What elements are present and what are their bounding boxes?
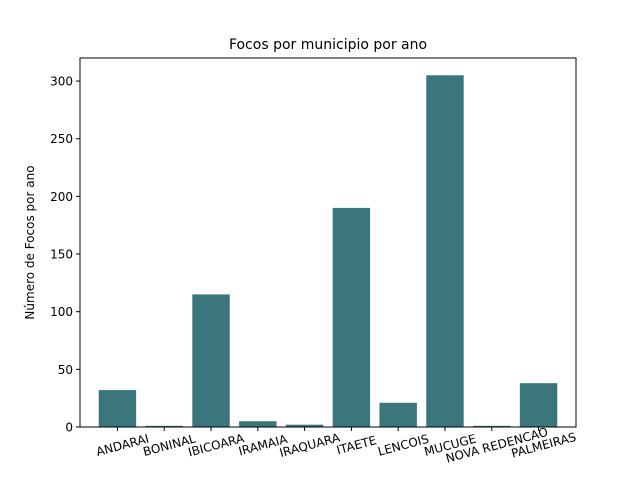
y-tick-label: 0 [65, 421, 73, 435]
bar-boninal [145, 425, 183, 427]
bar-andarai [98, 390, 137, 427]
bar-palmeiras [519, 383, 558, 427]
y-tick-label: 50 [58, 363, 73, 377]
y-tick-label: 250 [50, 132, 73, 146]
y-axis-title: Número de Focos por ano [23, 165, 37, 319]
bars-layer [98, 75, 558, 427]
bar-nova-redencao [473, 425, 511, 427]
bar-ibicoara [192, 294, 230, 427]
y-tick-label: 300 [50, 75, 73, 89]
chart-title: Focos por municipio por ano [229, 37, 427, 53]
bar-mucuge [426, 75, 464, 427]
y-tick-label: 100 [50, 305, 73, 319]
plot-frame [79, 57, 577, 428]
bar-lencois [379, 402, 417, 427]
y-axis: 0 50 100 150 200 250 300 [50, 75, 80, 435]
bar-itaete [332, 207, 371, 427]
bar-iramaia [239, 421, 277, 427]
y-tick-label: 150 [50, 248, 73, 262]
y-tick-label: 200 [50, 190, 73, 204]
bar-iraquara [285, 424, 324, 427]
